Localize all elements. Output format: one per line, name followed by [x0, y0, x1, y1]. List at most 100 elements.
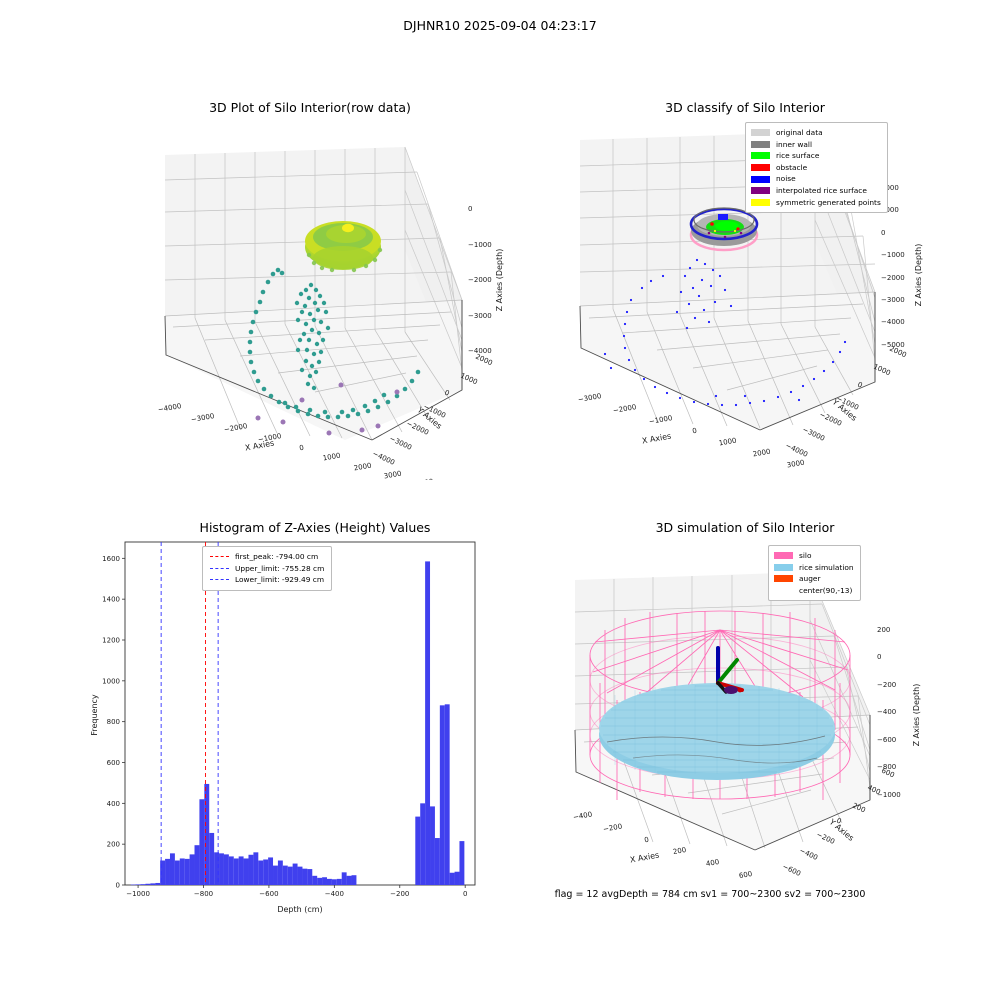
- histogram-ylabel: Frequency: [90, 694, 99, 736]
- svg-text:−1000: −1000: [648, 414, 673, 426]
- legend-item[interactable]: silo: [774, 550, 854, 562]
- histogram-bar: [292, 863, 298, 885]
- svg-text:−600: −600: [877, 736, 896, 744]
- histogram-bar: [258, 860, 264, 885]
- histogram-ytick: 1200: [102, 637, 120, 645]
- legend-swatch-symmetric-generated-points: [751, 198, 770, 206]
- histogram-bar: [253, 852, 259, 885]
- svg-text:0: 0: [299, 444, 305, 453]
- legend-label: inner wall: [776, 139, 813, 149]
- histogram-bars: [130, 561, 465, 886]
- simulation-3d-axes: −400 −200 0 200 400 600 X Axies 600 400 …: [572, 571, 921, 880]
- figure-suptitle: DJHNR10 2025-09-04 04:23:17: [403, 18, 597, 33]
- simulation-3d-zlabel: Z Axies (Depth): [912, 684, 921, 747]
- histogram-bar: [317, 877, 323, 885]
- legend-label: noise: [776, 174, 796, 184]
- histogram-bar: [199, 799, 205, 885]
- histogram-bar: [312, 875, 318, 885]
- histogram-bar: [150, 883, 156, 885]
- svg-text:0: 0: [835, 817, 842, 826]
- histogram-xtick: −600: [259, 890, 278, 898]
- legend-label: interpolated rice surface: [776, 185, 867, 195]
- svg-text:−3000: −3000: [190, 412, 215, 424]
- legend-swatch-obstacle: [751, 164, 770, 172]
- histogram-bar: [415, 816, 421, 885]
- histogram-bar: [268, 857, 274, 885]
- legend-item[interactable]: inner wall: [751, 139, 881, 151]
- svg-text:−1000: −1000: [881, 251, 905, 259]
- legend-item[interactable]: rice surface: [751, 150, 881, 162]
- svg-text:400: 400: [705, 858, 720, 868]
- histogram-xtick: 0: [463, 890, 467, 898]
- histogram-bar: [302, 868, 308, 885]
- histogram-bar: [454, 871, 460, 885]
- histogram-bar: [174, 860, 180, 885]
- panel-histogram-title: Histogram of Z-Axies (Height) Values: [199, 520, 431, 535]
- simulation-3d-rice-surface: [599, 683, 835, 780]
- legend-item[interactable]: symmetric generated points: [751, 197, 881, 209]
- legend-dash-lower-limit: [210, 579, 229, 581]
- svg-text:−2000: −2000: [612, 403, 637, 415]
- svg-text:200: 200: [672, 846, 687, 856]
- svg-text:1000: 1000: [322, 452, 341, 463]
- svg-text:−3000: −3000: [881, 296, 905, 304]
- svg-text:0: 0: [644, 836, 650, 845]
- svg-text:−3000: −3000: [577, 392, 602, 404]
- histogram-bar: [322, 877, 327, 885]
- raw-3d-xlabel: X Axies: [244, 439, 275, 453]
- histogram-bar: [273, 865, 278, 885]
- panel-simulation-3d: 3D simulation of Silo Interior: [545, 520, 945, 900]
- legend-item[interactable]: interpolated rice surface: [751, 185, 881, 197]
- svg-text:−800: −800: [877, 763, 896, 771]
- legend-item[interactable]: original data: [751, 127, 881, 139]
- histogram-ytick: 1400: [102, 596, 120, 604]
- histogram-ytick: 600: [107, 759, 120, 767]
- legend-swatch-rice-surface: [751, 152, 770, 160]
- legend-item[interactable]: auger: [774, 573, 854, 585]
- raw-3d-zlabel: Z Axies (Depth): [495, 249, 504, 312]
- legend-swatch-rice-simulation: [774, 563, 793, 571]
- histogram-vlines: [160, 542, 219, 885]
- histogram-xtick: −800: [194, 890, 213, 898]
- legend-item[interactable]: obstacle: [751, 162, 881, 174]
- svg-text:0: 0: [881, 229, 885, 237]
- histogram-bar: [248, 854, 254, 885]
- histogram-bar: [449, 872, 455, 885]
- histogram-bar: [434, 838, 440, 885]
- histogram-bar: [326, 878, 332, 886]
- histogram-xtick: −1000: [126, 890, 150, 898]
- histogram-bar: [233, 858, 239, 885]
- histogram-bar: [135, 884, 141, 885]
- simulation-footer-text: flag = 12 avgDepth = 784 cm sv1 = 700~23…: [554, 889, 866, 900]
- histogram-legend: first_peak: -794.00 cm Upper_limit: -755…: [202, 546, 333, 591]
- legend-item[interactable]: Upper_limit: -755.28 cm: [210, 563, 324, 575]
- svg-text:−2000: −2000: [468, 276, 492, 284]
- histogram-bar: [145, 883, 151, 885]
- legend-label: first_peak: -794.00 cm: [235, 552, 319, 561]
- legend-swatch-interpolated-rice-surface: [751, 187, 770, 195]
- histogram-bar: [346, 875, 352, 885]
- legend-item[interactable]: first_peak: -794.00 cm: [210, 551, 324, 563]
- classify-3d-silo-cluster: [689, 207, 759, 252]
- histogram-bar: [336, 878, 342, 886]
- legend-dash-first-peak: [210, 556, 229, 558]
- histogram-bar: [204, 783, 210, 885]
- legend-item[interactable]: rice simulation: [774, 562, 854, 574]
- histogram-bar: [155, 882, 161, 885]
- simulation-3d-legend: silo rice simulation auger center(90,-13…: [768, 545, 861, 602]
- svg-text:0: 0: [877, 653, 881, 661]
- svg-text:−2000: −2000: [881, 274, 905, 282]
- histogram-bar: [341, 872, 347, 885]
- svg-text:−5000: −5000: [881, 341, 905, 349]
- legend-item[interactable]: noise: [751, 173, 881, 185]
- svg-text:−4000: −4000: [784, 442, 809, 459]
- svg-text:−2000: −2000: [818, 411, 843, 428]
- legend-item[interactable]: Lower_limit: -929.49 cm: [210, 574, 324, 586]
- histogram-xlabel: Depth (cm): [277, 905, 322, 914]
- svg-text:−1000: −1000: [468, 241, 492, 249]
- svg-text:1000: 1000: [881, 206, 899, 214]
- legend-label: symmetric generated points: [776, 197, 881, 207]
- panel-classify-3d-title: 3D classify of Silo Interior: [665, 100, 825, 115]
- svg-text:200: 200: [877, 626, 890, 634]
